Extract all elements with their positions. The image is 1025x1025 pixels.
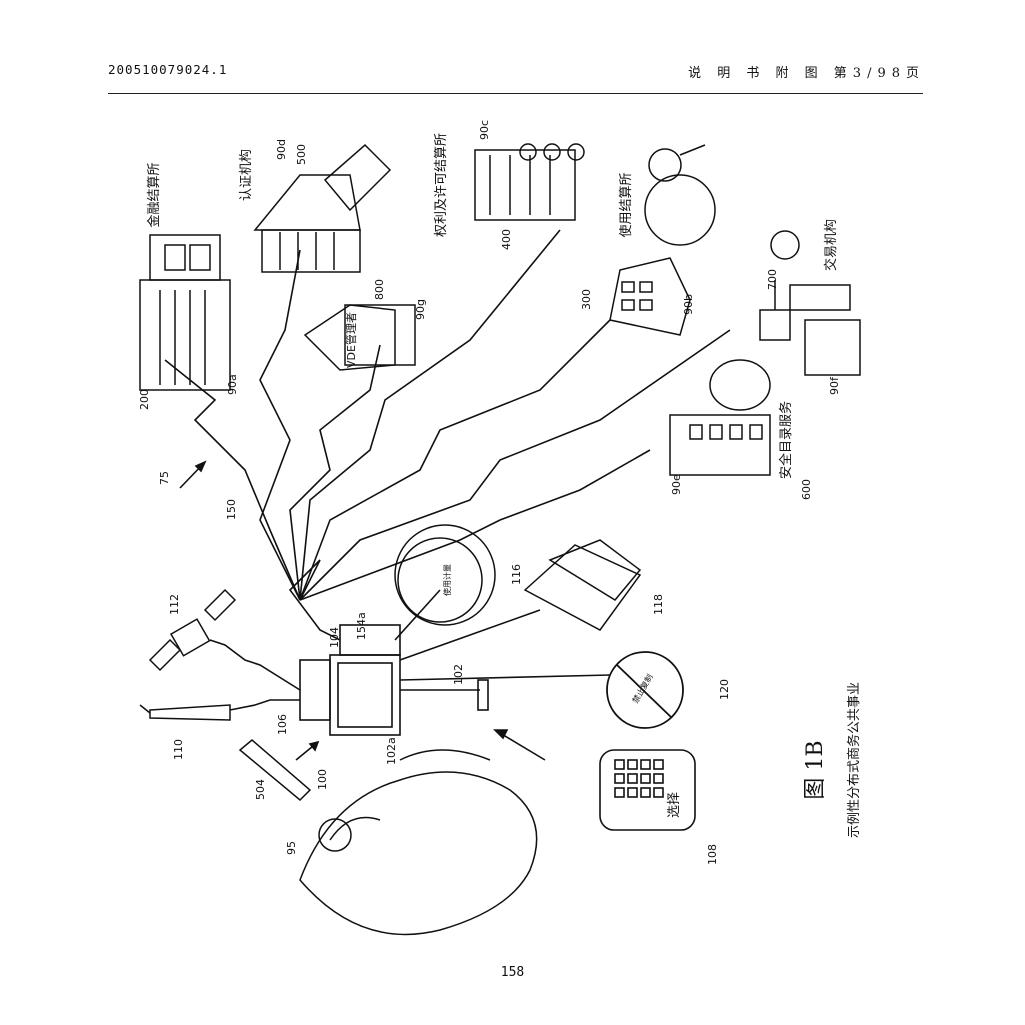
- content-scroll: [238, 739, 312, 802]
- financial-clearinghouse-building: [139, 234, 231, 391]
- link-300: [299, 319, 611, 601]
- user-figure: [299, 749, 538, 936]
- section-title: 说 明 书 附 图: [688, 66, 824, 81]
- header-section-title: 说 明 书 附 图 第3/98页: [688, 62, 925, 81]
- ref-116: 116: [510, 564, 523, 585]
- ref-120: 120: [718, 679, 731, 700]
- ref-300: 300: [580, 289, 593, 310]
- ref-600: 600: [800, 479, 813, 500]
- label-transaction-authority: 交易机构: [823, 219, 839, 271]
- ref-112: 112: [168, 594, 181, 615]
- certifying-authority-building: [253, 143, 392, 273]
- ref-500: 500: [295, 144, 308, 165]
- ref-400: 400: [500, 229, 513, 250]
- label-usage-clearinghouse: 使用结算所: [618, 172, 634, 237]
- ref-118: 118: [652, 594, 665, 615]
- page-of-count: 第3/98页: [833, 66, 925, 81]
- link-500: [259, 249, 301, 601]
- patent-figure: 金融结算所 认证机构 权利及许可结算所 使用结算所 交易机构 安全目录服务 VD…: [138, 120, 862, 936]
- label-certifying-authority: 认证机构: [239, 149, 254, 201]
- page-number: 158: [500, 965, 525, 980]
- ref-90f: 90f: [828, 376, 841, 395]
- ref-154a: 154a: [355, 612, 368, 640]
- selection-keypad: [599, 749, 696, 831]
- usage-meter: [394, 524, 496, 626]
- ref-90c: 90c: [478, 120, 491, 140]
- link-400: [299, 229, 561, 601]
- transaction-authority-building: [759, 230, 861, 376]
- link-satellite: [209, 639, 301, 691]
- vde-appliance: [299, 624, 489, 736]
- ref-100: 100: [316, 769, 329, 790]
- label-secure-directory: 安全目录服务: [778, 401, 794, 479]
- label-rights-clearinghouse: 权利及许可结算所: [433, 133, 449, 237]
- broadcast-tower: [139, 704, 231, 721]
- ref-800: 800: [373, 279, 386, 300]
- header-rule: [108, 93, 923, 94]
- ref-95: 95: [285, 841, 298, 855]
- ref-90b: 90b: [682, 294, 695, 315]
- payment-cash: [523, 539, 642, 631]
- ref-106: 106: [276, 714, 289, 735]
- label-financial-clearinghouse: 金融结算所: [146, 162, 162, 227]
- link-90g: [289, 344, 381, 601]
- vde-administrator-house: [303, 304, 416, 371]
- label-meter: 使用计量: [442, 564, 452, 596]
- figure-caption-title: 图 1B: [803, 740, 828, 799]
- no-copy-sign: [606, 651, 684, 729]
- ref-108: 108: [706, 844, 719, 865]
- secure-directory-building: [669, 359, 771, 476]
- ref-504: 504: [254, 779, 267, 800]
- ref-90d: 90d: [275, 139, 288, 160]
- link-tower: [229, 699, 300, 711]
- ref-110: 110: [172, 739, 185, 760]
- rights-clearinghouse-building: [474, 143, 585, 221]
- ref-75: 75: [158, 471, 171, 485]
- ref-102a: 102a: [385, 737, 398, 765]
- link-700: [299, 329, 731, 601]
- ref-700: 700: [766, 269, 779, 290]
- satellite: [148, 588, 237, 672]
- link-hub: [288, 559, 341, 641]
- ref-90e: 90e: [670, 474, 683, 495]
- label-vde-admin: VDE管理者: [344, 312, 358, 368]
- figure-caption-text: 示例性分布式商务公共事业: [846, 682, 862, 838]
- usage-clearinghouse-building: [609, 144, 716, 336]
- label-select: 选择: [667, 792, 682, 818]
- ref-90a: 90a: [226, 374, 239, 395]
- ref-90g: 90g: [414, 299, 427, 320]
- link-200: [164, 359, 301, 601]
- link-600: [299, 449, 651, 601]
- ref-200: 200: [138, 389, 151, 410]
- document-number: 200510079024.1: [108, 62, 228, 77]
- label-no-copy: 禁止复制: [630, 672, 655, 705]
- ref-150: 150: [225, 499, 238, 520]
- ref-102: 102: [452, 664, 465, 685]
- ref-104: 104: [328, 627, 341, 648]
